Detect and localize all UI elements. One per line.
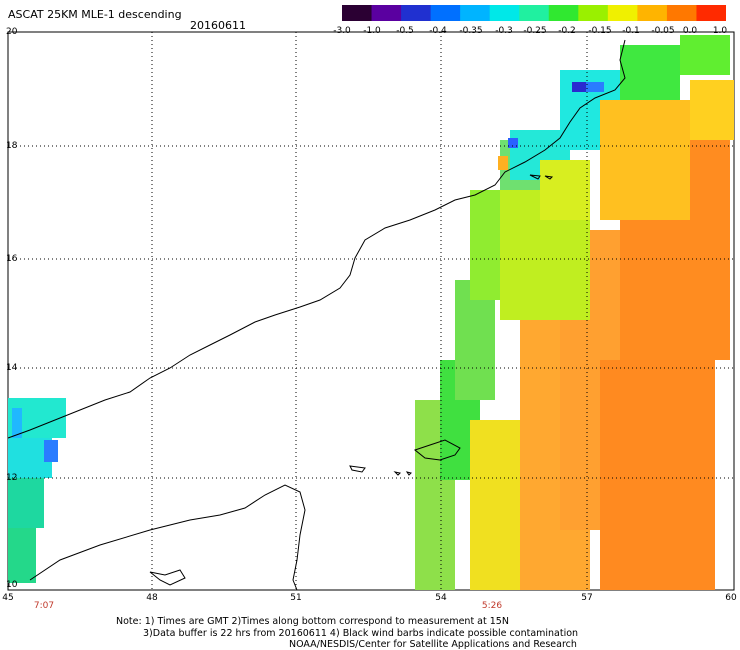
note-line: 3)Data buffer is 22 hrs from 20160611 4)… bbox=[143, 628, 579, 639]
note-line: NOAA/NESDIS/Center for Satellite Applica… bbox=[289, 639, 577, 650]
colorbar-tick-label: -0.15 bbox=[588, 26, 612, 36]
product-date: 20160611 bbox=[190, 19, 246, 32]
swath-cell bbox=[44, 440, 58, 462]
pass-time-label: 7:07 bbox=[33, 601, 55, 611]
colorbar-tick-label: -1.0 bbox=[363, 26, 381, 36]
colorbar-segment bbox=[637, 5, 668, 21]
data-swaths bbox=[8, 35, 734, 590]
colorbar-segment bbox=[666, 5, 697, 21]
colorbar-tick-label: -0.5 bbox=[396, 26, 414, 36]
colorbar-segment bbox=[607, 5, 638, 21]
lat-label: 10 bbox=[6, 580, 18, 590]
lon-label: 45 bbox=[2, 593, 14, 603]
swath-cell bbox=[508, 138, 518, 148]
swath-cell bbox=[680, 35, 730, 75]
colorbar-segment bbox=[460, 5, 491, 21]
colorbar-segment bbox=[548, 5, 579, 21]
lon-label: 54 bbox=[435, 593, 447, 603]
swath-cell bbox=[8, 528, 36, 583]
lon-label: 48 bbox=[146, 593, 158, 603]
colorbar-tick-label: 0.0 bbox=[682, 26, 698, 36]
colorbar-segment bbox=[342, 5, 373, 21]
colorbar-tick-label: -0.4 bbox=[429, 26, 447, 36]
swath-cell bbox=[600, 360, 715, 590]
lon-label: 57 bbox=[581, 593, 593, 603]
colorbar-segment bbox=[519, 5, 550, 21]
graticule-grid bbox=[8, 32, 734, 590]
lat-label: 12 bbox=[6, 473, 18, 483]
colorbar-tick-label: -0.05 bbox=[651, 26, 675, 36]
swath-cell bbox=[586, 82, 604, 92]
lat-label: 20 bbox=[6, 27, 18, 37]
colorbar-segment bbox=[401, 5, 432, 21]
swath-cell bbox=[540, 160, 590, 220]
colorbar-tick-label: -3.0 bbox=[333, 26, 351, 36]
swath-cell bbox=[12, 408, 22, 438]
colorbar-tick-label: -0.25 bbox=[523, 26, 547, 36]
coastline bbox=[7, 39, 626, 591]
product-title: ASCAT 25KM MLE-1 descending bbox=[8, 8, 182, 21]
pass-time-label: 5:26 bbox=[481, 601, 503, 611]
colorbar-tick-label: -0.35 bbox=[459, 26, 483, 36]
lat-label: 14 bbox=[6, 363, 18, 373]
lon-label: 60 bbox=[725, 593, 737, 603]
swath-cell bbox=[600, 100, 690, 220]
lat-label: 18 bbox=[6, 141, 18, 151]
note-line: Note: 1) Times are GMT 2)Times along bot… bbox=[116, 616, 509, 627]
colorbar-tick-label: -0.2 bbox=[558, 26, 576, 36]
swath-cell bbox=[690, 80, 734, 140]
colorbar-segment bbox=[430, 5, 461, 21]
colorbar-segment bbox=[696, 5, 726, 21]
swath-cell bbox=[498, 156, 508, 170]
colorbar bbox=[342, 5, 726, 21]
swath-cell bbox=[572, 82, 586, 92]
swath-cell bbox=[8, 478, 44, 528]
colorbar-segment bbox=[489, 5, 520, 21]
colorbar-segment bbox=[371, 5, 402, 21]
colorbar-tick-label: -0.3 bbox=[495, 26, 513, 36]
colorbar-segment bbox=[578, 5, 609, 21]
colorbar-tick-label: -0.1 bbox=[622, 26, 640, 36]
lat-label: 16 bbox=[6, 254, 18, 264]
colorbar-tick-label: 1.0 bbox=[712, 26, 728, 36]
lon-label: 51 bbox=[290, 593, 302, 603]
